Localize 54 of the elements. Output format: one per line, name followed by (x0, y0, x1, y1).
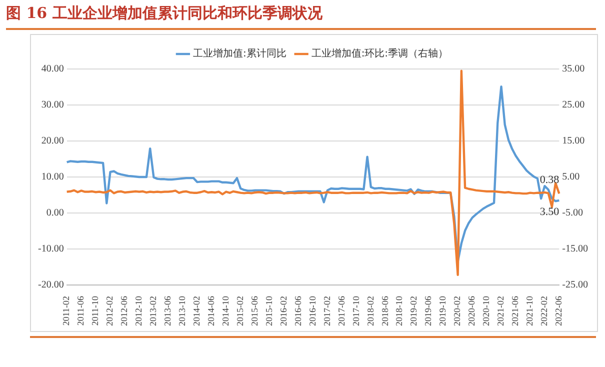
x-tick-label: 2015-10 (264, 296, 274, 326)
y-tick-label: 20.00 (41, 136, 64, 147)
x-tick-label: 2014-06 (206, 296, 216, 326)
x-tick-label: 2011-06 (76, 296, 86, 326)
y-tick-label: 40.00 (41, 64, 64, 75)
y-tick-label: 30.00 (41, 100, 64, 111)
chart-title: 图 16 工业企业增加值累计同比和环比季调状况 (6, 4, 322, 23)
data-label: 3.50 (540, 206, 560, 218)
y2-tick-label: -25.00 (562, 280, 588, 291)
x-tick-label: 2011-02 (61, 296, 72, 326)
y-tick-label: 0.00 (46, 208, 64, 219)
x-tick-label: 2019-10 (438, 296, 448, 326)
x-tick-label: 2019-06 (423, 296, 434, 326)
y2-tick-label: 5.00 (562, 172, 580, 183)
x-tick-label: 2016-06 (292, 296, 303, 326)
x-tick-label: 2011-10 (90, 296, 100, 326)
x-tick-label: 2018-06 (380, 296, 390, 326)
x-tick-label: 2018-02 (365, 296, 376, 326)
x-tick-label: 2021-10 (524, 296, 535, 326)
x-tick-label: 2014-02 (192, 296, 202, 326)
legend-label: 工业增加值:累计同比 (192, 48, 286, 60)
data-label: 0.38 (540, 174, 560, 186)
x-tick-label: 2020-06 (466, 296, 477, 326)
x-tick-label: 2016-02 (278, 296, 288, 326)
x-tick-label: 2012-02 (104, 296, 115, 326)
y2-tick-label: 35.00 (562, 64, 585, 75)
x-tick-label: 2015-02 (234, 296, 245, 326)
legend-label: 工业增加值:环比:季调（右轴） (311, 48, 448, 60)
y-tick-label: -10.00 (38, 244, 64, 255)
y2-tick-label: -5.00 (562, 208, 584, 219)
x-tick-label: 2017-02 (322, 296, 332, 326)
x-tick-label: 2017-10 (350, 296, 361, 326)
x-tick-label: 2020-10 (481, 296, 492, 326)
x-tick-label: 2012-10 (134, 296, 144, 326)
x-tick-label: 2022-06 (554, 296, 564, 326)
y2-tick-label: 25.00 (562, 100, 585, 111)
x-tick-label: 2022-02 (539, 296, 550, 326)
x-tick-label: 2020-02 (452, 296, 462, 326)
x-tick-label: 2019-02 (408, 296, 419, 326)
x-tick-label: 2015-06 (249, 296, 260, 326)
y-tick-label: 10.00 (41, 172, 64, 183)
y-tick-label: -20.00 (38, 280, 64, 291)
x-tick-label: 2016-10 (307, 296, 318, 326)
x-tick-label: 2013-10 (177, 296, 188, 326)
y2-tick-label: -15.00 (562, 244, 588, 255)
x-tick-label: 2018-10 (394, 296, 404, 326)
x-tick-label: 2013-02 (148, 296, 158, 326)
x-tick-label: 2017-06 (336, 296, 346, 326)
y2-tick-label: 15.00 (562, 136, 585, 147)
x-tick-label: 2012-06 (119, 296, 130, 326)
x-tick-label: 2021-06 (510, 296, 520, 326)
x-tick-label: 2014-10 (220, 296, 230, 326)
x-tick-label: 2013-06 (162, 296, 173, 326)
x-tick-label: 2021-02 (496, 296, 506, 326)
